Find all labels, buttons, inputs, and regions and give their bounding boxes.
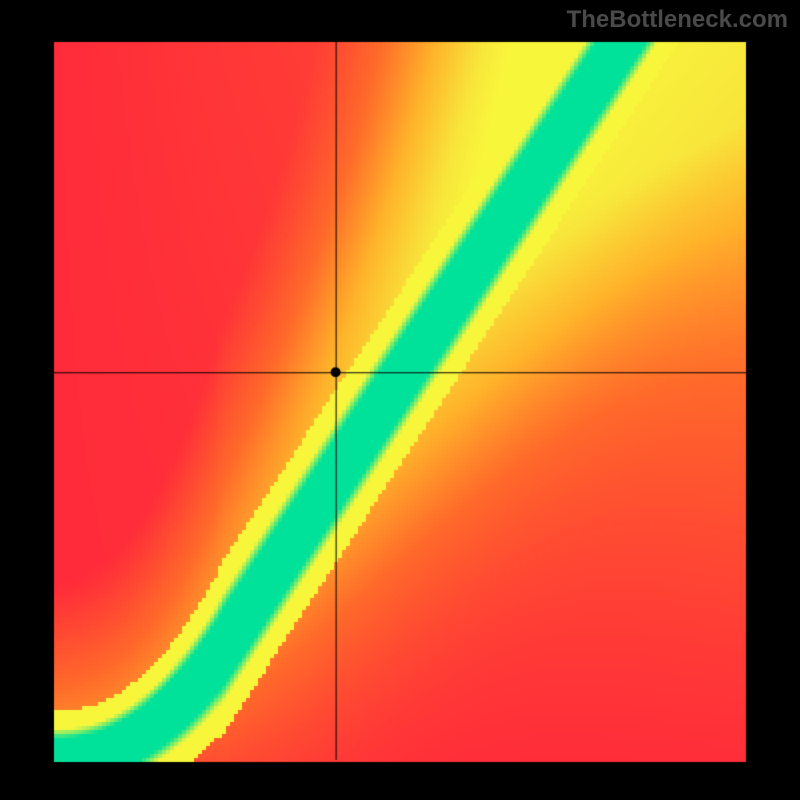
chart-stage: TheBottleneck.com [0, 0, 800, 800]
heatmap-canvas [0, 0, 800, 800]
